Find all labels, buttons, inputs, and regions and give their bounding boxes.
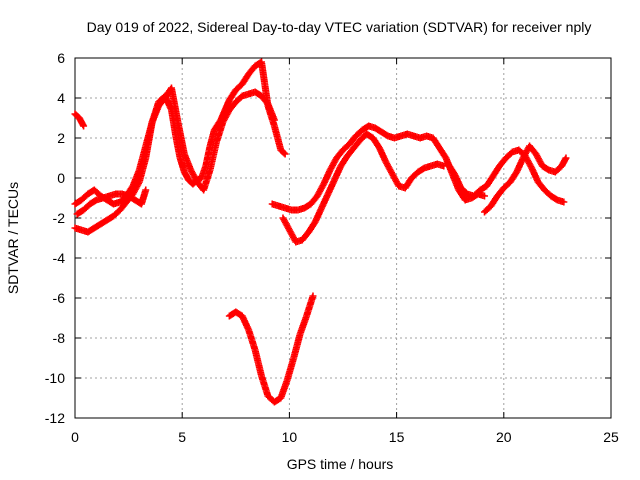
data-points <box>71 58 570 406</box>
series-track-f <box>279 130 448 246</box>
data-point <box>562 154 570 162</box>
series-track-c <box>71 84 278 208</box>
series-track-e <box>268 122 489 214</box>
data-point <box>481 192 489 200</box>
x-tick-label: 20 <box>496 429 512 445</box>
x-tick-label: 0 <box>71 429 79 445</box>
x-tick-label: 10 <box>282 429 298 445</box>
y-tick-label: 2 <box>57 130 65 146</box>
data-point <box>281 150 289 158</box>
y-tick-label: -4 <box>53 250 66 266</box>
series-track-i <box>225 292 317 406</box>
y-tick-label: 4 <box>57 90 65 106</box>
y-tick-label: -8 <box>53 330 66 346</box>
plot-frame <box>74 57 612 419</box>
chart-title: Day 019 of 2022, Sidereal Day-to-day VTE… <box>87 19 592 35</box>
y-axis-label: SDTVAR / TECUs <box>5 182 21 294</box>
data-point <box>280 149 288 157</box>
x-tick-label: 25 <box>603 429 619 445</box>
data-point <box>309 292 317 300</box>
y-tick-label: -6 <box>53 290 66 306</box>
series-track-h <box>481 142 570 216</box>
series-track-a <box>71 110 88 130</box>
data-point <box>560 198 568 206</box>
series-track-d <box>73 186 150 218</box>
data-point <box>80 122 88 130</box>
x-tick-label: 5 <box>178 429 186 445</box>
y-tick-label: -12 <box>45 410 65 426</box>
series-track-g <box>444 146 568 206</box>
x-tick-label: 15 <box>389 429 405 445</box>
y-tick-label: -2 <box>53 210 66 226</box>
y-tick-label: 6 <box>57 50 65 66</box>
y-tick-label: -10 <box>45 370 65 386</box>
data-point <box>142 186 150 194</box>
grid-lines <box>75 58 611 418</box>
y-tick-label: 0 <box>57 170 65 186</box>
data-point <box>270 116 278 124</box>
x-axis-label: GPS time / hours <box>287 456 394 472</box>
